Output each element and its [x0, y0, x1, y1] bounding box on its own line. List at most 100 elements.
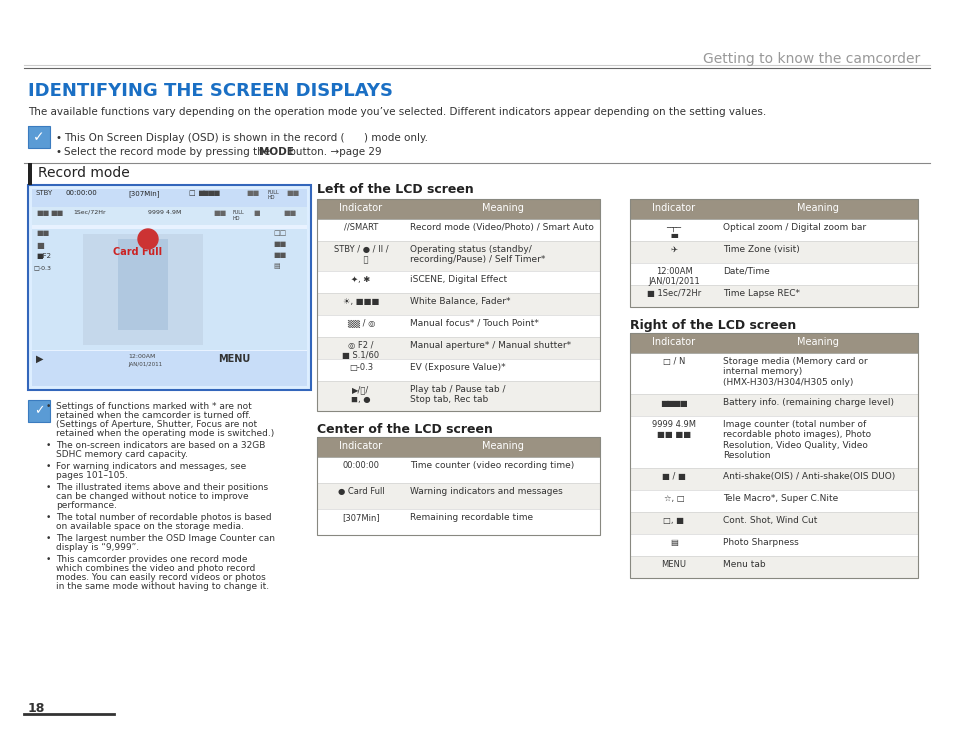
- Text: ■: ■: [36, 241, 44, 250]
- Text: ■■: ■■: [36, 210, 50, 216]
- Text: •: •: [46, 402, 51, 411]
- Text: performance.: performance.: [56, 501, 117, 510]
- Bar: [718, 416, 917, 468]
- Text: Indicator: Indicator: [339, 203, 382, 213]
- Text: 9999 4.9M: 9999 4.9M: [148, 210, 181, 215]
- Text: ■■: ■■: [246, 190, 259, 196]
- Bar: [316, 381, 405, 411]
- Bar: [316, 199, 599, 219]
- Text: Tele Macro*, Super C.Nite: Tele Macro*, Super C.Nite: [722, 494, 838, 503]
- Bar: [28, 400, 50, 422]
- Text: ▒▒ / ◎: ▒▒ / ◎: [347, 319, 375, 328]
- Bar: [629, 468, 718, 490]
- Bar: [118, 239, 168, 330]
- Bar: [316, 337, 405, 359]
- Text: •: •: [46, 513, 51, 522]
- Text: ▤: ▤: [273, 263, 279, 269]
- Text: ✈: ✈: [670, 245, 677, 254]
- Bar: [405, 241, 599, 271]
- Text: ■F2: ■F2: [36, 253, 51, 259]
- Text: ▶/⏸/
◼, ●: ▶/⏸/ ◼, ●: [351, 385, 371, 404]
- Bar: [629, 416, 718, 468]
- Text: Image counter (total number of
recordable photo images), Photo
Resolution, Video: Image counter (total number of recordabl…: [722, 420, 870, 460]
- Bar: [316, 219, 405, 241]
- Text: JAN/01/2011: JAN/01/2011: [128, 362, 162, 367]
- Text: •: •: [56, 147, 62, 157]
- Text: ✓: ✓: [33, 404, 44, 418]
- Text: 00:00:00: 00:00:00: [342, 461, 379, 470]
- Bar: [316, 359, 405, 381]
- Text: [307Min]: [307Min]: [342, 513, 379, 522]
- Bar: [316, 437, 599, 457]
- Text: ■■: ■■: [50, 210, 63, 216]
- Bar: [316, 483, 405, 509]
- Text: This On Screen Display (OSD) is shown in the record (      ) mode only.: This On Screen Display (OSD) is shown in…: [64, 133, 428, 143]
- Text: Time Zone (visit): Time Zone (visit): [722, 245, 799, 254]
- Text: Record mode (Video/Photo) / Smart Auto: Record mode (Video/Photo) / Smart Auto: [410, 223, 594, 232]
- Text: STBY: STBY: [36, 190, 53, 196]
- Bar: [405, 271, 599, 293]
- Text: pages 101–105.: pages 101–105.: [56, 471, 128, 480]
- Text: Remaining recordable time: Remaining recordable time: [410, 513, 533, 522]
- Text: button. →page 29: button. →page 29: [286, 147, 381, 157]
- Text: Indicator: Indicator: [652, 203, 695, 213]
- Text: Photo Sharpness: Photo Sharpness: [722, 538, 798, 547]
- Text: ■ / ■: ■ / ■: [661, 472, 685, 481]
- Text: Time counter (video recording time): Time counter (video recording time): [410, 461, 574, 470]
- Bar: [629, 394, 718, 416]
- Text: ■■: ■■: [273, 241, 286, 247]
- Bar: [629, 219, 718, 241]
- Text: ─┬─
 ▀: ─┬─ ▀: [666, 223, 680, 242]
- Bar: [28, 126, 50, 148]
- Text: SDHC memory card capacity.: SDHC memory card capacity.: [56, 450, 188, 459]
- Bar: [405, 315, 599, 337]
- Text: The largest number the OSD Image Counter can: The largest number the OSD Image Counter…: [56, 534, 274, 543]
- Bar: [28, 126, 50, 148]
- Bar: [629, 285, 718, 307]
- Text: MODE: MODE: [258, 147, 294, 157]
- Text: ■■: ■■: [213, 210, 226, 216]
- Bar: [316, 271, 405, 293]
- Bar: [32, 351, 307, 386]
- Text: (Settings of Aperture, Shutter, Focus are not: (Settings of Aperture, Shutter, Focus ar…: [56, 420, 257, 429]
- Text: The available functions vary depending on the operation mode you’ve selected. Di: The available functions vary depending o…: [28, 107, 765, 117]
- Text: Manual focus* / Touch Point*: Manual focus* / Touch Point*: [410, 319, 538, 328]
- Bar: [405, 337, 599, 359]
- Bar: [316, 437, 599, 457]
- Bar: [629, 333, 917, 578]
- Bar: [32, 207, 307, 225]
- Text: FULL: FULL: [268, 190, 279, 195]
- Text: •: •: [56, 133, 62, 143]
- Text: The illustrated items above and their positions: The illustrated items above and their po…: [56, 483, 268, 492]
- Text: Meaning: Meaning: [481, 203, 523, 213]
- Text: Select the record mode by pressing the: Select the record mode by pressing the: [64, 147, 274, 157]
- Text: ■ 1Sec/72Hr: ■ 1Sec/72Hr: [646, 289, 700, 298]
- Text: Indicator: Indicator: [652, 337, 695, 347]
- Bar: [316, 509, 405, 535]
- Text: Right of the LCD screen: Right of the LCD screen: [629, 319, 796, 332]
- Bar: [32, 189, 307, 207]
- Text: ◎ F2 /
■ S.1/60: ◎ F2 / ■ S.1/60: [342, 341, 379, 361]
- Bar: [83, 234, 203, 345]
- Text: ● Card Full: ● Card Full: [337, 487, 384, 496]
- Text: IDENTIFYING THE SCREEN DISPLAYS: IDENTIFYING THE SCREEN DISPLAYS: [28, 82, 393, 100]
- Text: retained when the operating mode is switched.): retained when the operating mode is swit…: [56, 429, 274, 438]
- Text: White Balance, Fader*: White Balance, Fader*: [410, 297, 510, 306]
- Text: Record mode: Record mode: [38, 166, 130, 180]
- Bar: [629, 333, 917, 353]
- Bar: [718, 353, 917, 394]
- Bar: [316, 199, 599, 219]
- Bar: [405, 381, 599, 411]
- Text: ⁠/⁠/SMART: ⁠/⁠/SMART: [343, 223, 377, 232]
- Bar: [316, 315, 405, 337]
- Text: ✓: ✓: [33, 130, 45, 144]
- Text: ✦, ✱: ✦, ✱: [351, 275, 370, 284]
- Text: ■: ■: [253, 210, 259, 216]
- Text: ■■: ■■: [273, 252, 286, 258]
- Bar: [718, 512, 917, 534]
- Text: MENU: MENU: [218, 354, 250, 364]
- Bar: [316, 457, 405, 483]
- Text: HD: HD: [233, 216, 240, 221]
- Text: •: •: [46, 441, 51, 450]
- Bar: [405, 219, 599, 241]
